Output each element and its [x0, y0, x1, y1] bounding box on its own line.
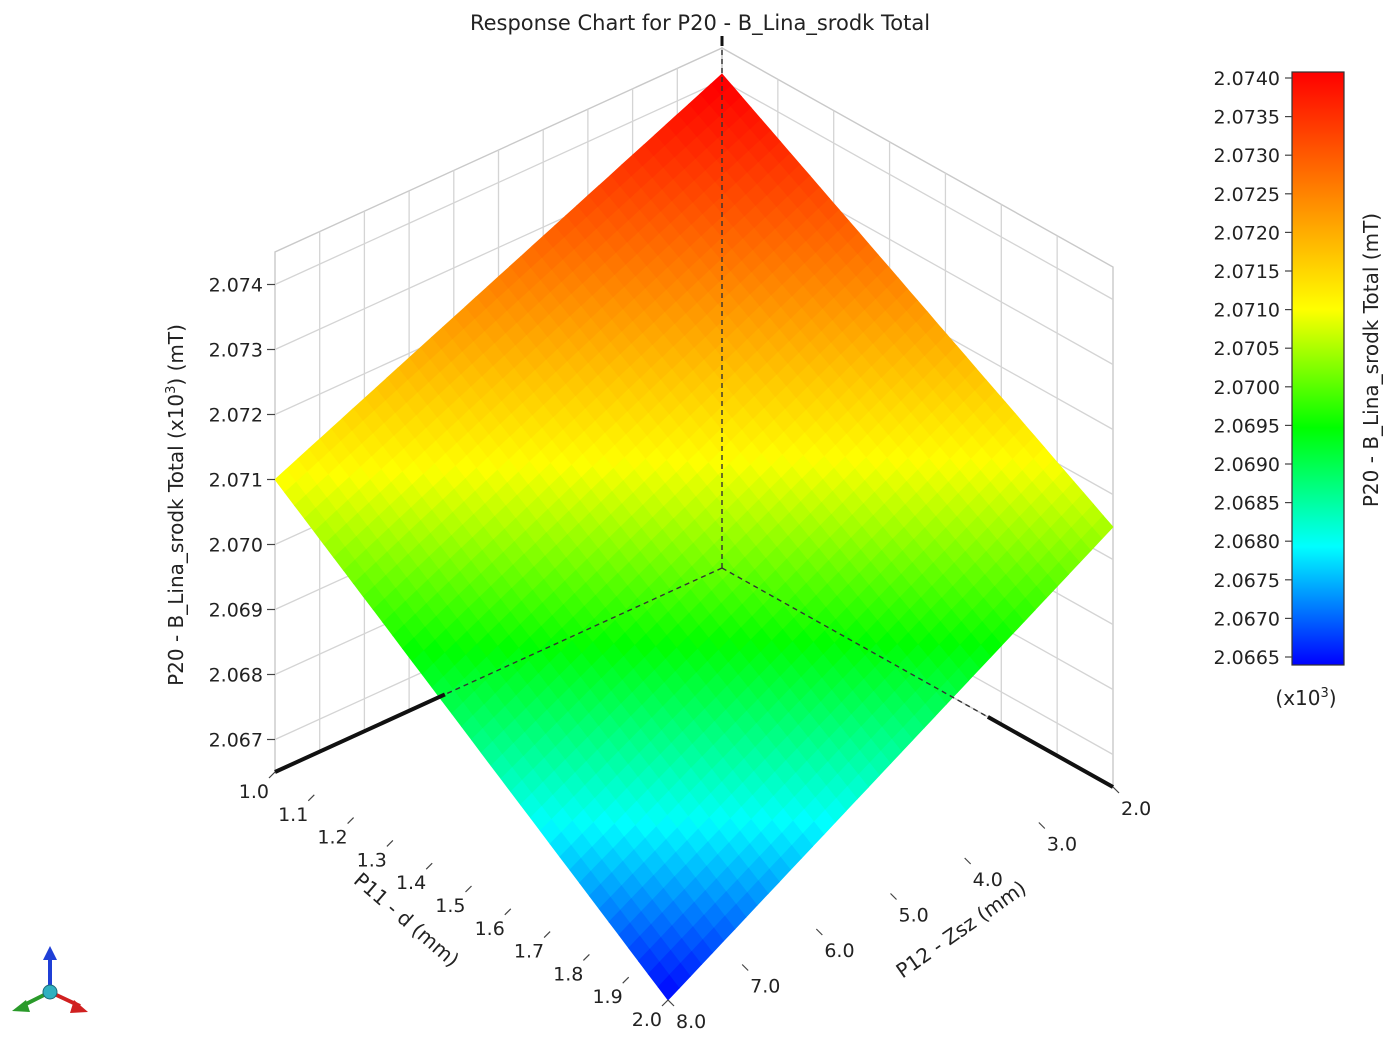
colorbar-tick-label: 2.0670	[1214, 608, 1280, 630]
x-tick-label: 1.8	[553, 963, 583, 985]
x-tick-label: 1.4	[396, 872, 426, 894]
y-tick-mark	[741, 964, 749, 971]
colorbar-tick-label: 2.0695	[1214, 415, 1280, 437]
triad-origin	[42, 984, 58, 1000]
z-tick-label: 2.070	[209, 535, 263, 557]
x-tick-label: 1.2	[317, 827, 347, 849]
x-tick-mark	[307, 794, 315, 802]
y-tick-label: 2.0	[1121, 798, 1151, 820]
z-tick-label: 2.067	[209, 730, 263, 752]
colorbar-tick-label: 2.0665	[1214, 647, 1280, 669]
colorbar-multiplier: (x103)	[1275, 686, 1336, 710]
triad-x-arrow	[70, 1000, 88, 1013]
y-tick-mark	[964, 857, 972, 865]
y-tick-mark	[890, 893, 897, 900]
colorbar-tick-label: 2.0680	[1214, 531, 1280, 553]
colorbar: 2.0740 2.0735 2.0730 2.0725 2.0720 2.0715 2.07…	[1214, 68, 1345, 669]
colorbar-label: P20 - B_Lina_srodk Total (mT)	[1359, 213, 1383, 507]
z-tick-label: 2.074	[209, 275, 263, 297]
y-tick-mark	[815, 928, 823, 936]
colorbar-tick-label: 2.0740	[1214, 68, 1280, 90]
colorbar-tick-label: 2.0715	[1214, 261, 1280, 283]
y-tick-label: 8.0	[676, 1011, 706, 1033]
y-axis-ticks: 2.0 3.0 4.0 5.0 6.0 7.0 8.0	[667, 786, 1151, 1033]
triad-y-arrow	[12, 1000, 30, 1012]
colorbar-tick-label: 2.0705	[1214, 338, 1280, 360]
axis-triad-icon	[12, 946, 88, 1013]
x-tick-label: 1.3	[357, 849, 387, 871]
x-tick-label: 2.0	[632, 1009, 662, 1031]
colorbar-tick-label: 2.0735	[1214, 107, 1280, 129]
base-edge-left	[274, 692, 446, 774]
y-tick-label: 7.0	[750, 976, 780, 998]
y-tick-label: 3.0	[1047, 834, 1077, 856]
colorbar-tick-label: 2.0725	[1214, 184, 1280, 206]
x-tick-mark	[622, 976, 630, 984]
z-tick-label: 2.073	[209, 340, 263, 362]
y-tick-label: 6.0	[824, 940, 854, 962]
z-axis-label: P20 - B_Lina_srodk Total (x103) (mT)	[164, 324, 188, 686]
base-edge-right	[986, 715, 1114, 789]
colorbar-gradient	[1291, 71, 1345, 666]
y-tick-mark	[667, 999, 675, 1007]
y-tick-mark	[1038, 822, 1046, 829]
z-tick-label: 2.069	[209, 600, 263, 622]
colorbar-tick-label: 2.0675	[1214, 570, 1280, 592]
y-tick-label: 5.0	[899, 905, 929, 927]
x-tick-mark	[582, 953, 590, 961]
x-tick-mark	[268, 771, 276, 779]
x-tick-label: 1.7	[514, 941, 544, 963]
x-tick-label: 1.5	[435, 895, 465, 917]
x-tick-mark	[425, 862, 433, 870]
x-axis-ticks: 1.0 1.1 1.2 1.3 1.4 1.5 1.6 1.7 1.8 1.9 2.0	[239, 771, 669, 1031]
colorbar-tick-label: 2.0690	[1214, 454, 1280, 476]
x-tick-label: 1.1	[278, 804, 308, 826]
colorbar-tick-label: 2.0710	[1214, 300, 1280, 322]
colorbar-tick-label: 2.0720	[1214, 222, 1280, 244]
y-tick-label: 4.0	[973, 869, 1003, 891]
colorbar-tick-label: 2.0700	[1214, 377, 1280, 399]
chart-title: Response Chart for P20 - B_Lina_srodk To…	[470, 11, 930, 36]
x-tick-mark	[465, 885, 472, 893]
triad-z-arrow	[43, 946, 57, 960]
x-tick-mark	[543, 931, 551, 939]
x-tick-mark	[661, 999, 669, 1007]
axes-overlay	[274, 36, 1114, 789]
z-tick-label: 2.068	[209, 665, 263, 687]
y-tick-mark	[1112, 786, 1120, 794]
x-tick-mark	[386, 839, 394, 847]
colorbar-tick-label: 2.0685	[1214, 493, 1280, 515]
x-tick-label: 1.6	[475, 918, 505, 940]
x-tick-mark	[504, 908, 512, 916]
x-tick-mark	[347, 817, 355, 825]
response-surface	[274, 73, 1114, 1001]
z-tick-label: 2.072	[209, 405, 263, 427]
colorbar-tick-label: 2.0730	[1214, 145, 1280, 167]
x-tick-label: 1.0	[239, 781, 269, 803]
x-tick-label: 1.9	[592, 986, 622, 1008]
y-axis-label: P12 - Zsz (mm)	[891, 876, 1030, 983]
z-axis-ticks: 2.067 2.068 2.069 2.070 2.071 2.072 2.073 2.074	[209, 275, 275, 752]
z-tick-label: 2.071	[209, 470, 263, 492]
